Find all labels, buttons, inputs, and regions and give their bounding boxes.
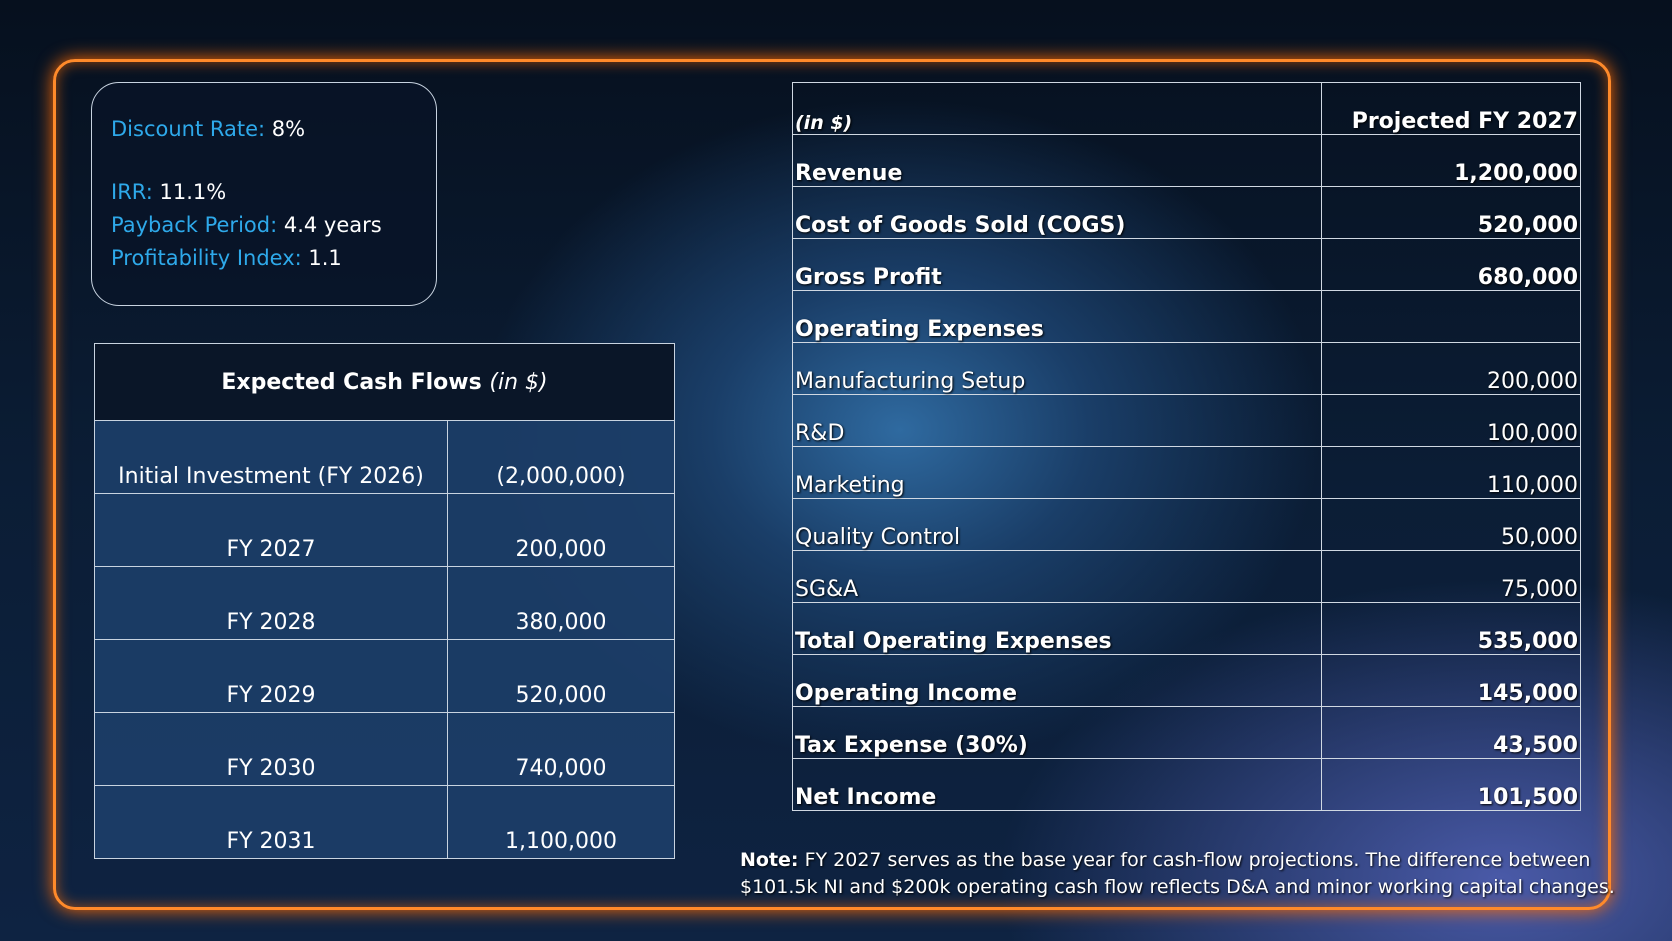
table-title: Expected Cash Flows (in $) xyxy=(94,343,675,421)
item-value: 680,000 xyxy=(1321,238,1581,291)
line-item: Quality Control 50,000 xyxy=(792,498,1581,551)
item-label: Revenue xyxy=(792,134,1322,187)
metric: Profitability Index: 1.1 xyxy=(111,242,436,275)
metric: IRR: 11.1% xyxy=(111,176,436,209)
item-label: Marketing xyxy=(792,446,1322,499)
period: FY 2028 xyxy=(94,566,448,640)
item-label: Net Income xyxy=(792,758,1322,811)
item-value: 1,200,000 xyxy=(1321,134,1581,187)
period: FY 2027 xyxy=(94,493,448,567)
line-item: Operating Income 145,000 xyxy=(792,654,1581,707)
line-item: Revenue 1,200,000 xyxy=(792,134,1581,187)
metric-label: Payback Period: xyxy=(111,213,278,237)
item-value: 100,000 xyxy=(1321,394,1581,447)
item-value: 520,000 xyxy=(1321,186,1581,239)
note-label: Note: xyxy=(740,849,799,871)
cash-flow-row: FY 2027 200,000 xyxy=(94,493,675,567)
period: FY 2029 xyxy=(94,639,448,713)
item-label: Total Operating Expenses xyxy=(792,602,1322,655)
header-row: Expected Cash Flows (in $) xyxy=(94,343,675,421)
cash-flow-row: Initial Investment (FY 2026) (2,000,000) xyxy=(94,420,675,494)
item-value: 535,000 xyxy=(1321,602,1581,655)
note: Note: FY 2027 serves as the base year fo… xyxy=(740,847,1620,901)
metric-value: 11.1% xyxy=(159,180,227,204)
item-value: 75,000 xyxy=(1321,550,1581,603)
item-value xyxy=(1321,290,1581,343)
metric-value: 4.4 years xyxy=(283,213,382,237)
line-item: Marketing 110,000 xyxy=(792,446,1581,499)
cash-flow-row: FY 2030 740,000 xyxy=(94,712,675,786)
line-item: Operating Expenses xyxy=(792,290,1581,343)
metric-label: Discount Rate: xyxy=(111,117,266,141)
glow-frame xyxy=(53,59,1611,910)
item-label: Cost of Goods Sold (COGS) xyxy=(792,186,1322,239)
period: FY 2031 xyxy=(94,785,448,859)
income-table: (in $) Projected FY 2027 Revenue 1,200,000 C… xyxy=(792,82,1581,811)
item-label: Operating Expenses xyxy=(792,290,1322,343)
unit: (in $) xyxy=(489,369,548,395)
header-cell: Projected FY 2027 xyxy=(1321,82,1581,135)
item-label: Manufacturing Setup xyxy=(792,342,1322,395)
item-value: 110,000 xyxy=(1321,446,1581,499)
item-value: 145,000 xyxy=(1321,654,1581,707)
item-label: Operating Income xyxy=(792,654,1322,707)
cash-flow-value: (2,000,000) xyxy=(447,420,675,494)
item-value: 200,000 xyxy=(1321,342,1581,395)
cash-flow-value: 1,100,000 xyxy=(447,785,675,859)
item-value: 101,500 xyxy=(1321,758,1581,811)
period: FY 2030 xyxy=(94,712,448,786)
metric-value: 1.1 xyxy=(308,246,342,270)
title: Expected Cash Flows xyxy=(221,369,482,395)
cash-flow-value: 740,000 xyxy=(447,712,675,786)
metrics-box: Discount Rate: 8% IRR: 11.1% Payback Perio… xyxy=(91,82,437,306)
item-label: SG&A xyxy=(792,550,1322,603)
cash-flow-row: FY 2028 380,000 xyxy=(94,566,675,640)
header-cell: (in $) xyxy=(792,82,1322,135)
line-item: Total Operating Expenses 535,000 xyxy=(792,602,1581,655)
cash-flow-value: 200,000 xyxy=(447,493,675,567)
line-item: SG&A 75,000 xyxy=(792,550,1581,603)
item-value: 50,000 xyxy=(1321,498,1581,551)
item-label: R&D xyxy=(792,394,1322,447)
cash-flow-value: 380,000 xyxy=(447,566,675,640)
item-label: Quality Control xyxy=(792,498,1322,551)
item-label: Gross Profit xyxy=(792,238,1322,291)
note-text: FY 2027 serves as the base year for cash… xyxy=(740,849,1615,898)
line-item: Manufacturing Setup 200,000 xyxy=(792,342,1581,395)
line-item: R&D 100,000 xyxy=(792,394,1581,447)
metric: Payback Period: 4.4 years xyxy=(111,209,436,242)
line-item: Cost of Goods Sold (COGS) 520,000 xyxy=(792,186,1581,239)
item-label: Tax Expense (30%) xyxy=(792,706,1322,759)
period: Initial Investment (FY 2026) xyxy=(94,420,448,494)
metric-value: 8% xyxy=(271,117,306,141)
header-row: (in $) Projected FY 2027 xyxy=(792,82,1581,135)
cash-flow-value: 520,000 xyxy=(447,639,675,713)
metric-label: IRR: xyxy=(111,180,153,204)
item-value: 43,500 xyxy=(1321,706,1581,759)
line-item: Gross Profit 680,000 xyxy=(792,238,1581,291)
line-item: Tax Expense (30%) 43,500 xyxy=(792,706,1581,759)
cash-flow-row: FY 2031 1,100,000 xyxy=(94,785,675,859)
metric: Discount Rate: 8% xyxy=(111,113,436,146)
cash-flow-row: FY 2029 520,000 xyxy=(94,639,675,713)
line-item: Net Income 101,500 xyxy=(792,758,1581,811)
metric-label: Profitability Index: xyxy=(111,246,302,270)
cash-flow-table: Expected Cash Flows (in $) Initial Inves… xyxy=(94,343,675,859)
